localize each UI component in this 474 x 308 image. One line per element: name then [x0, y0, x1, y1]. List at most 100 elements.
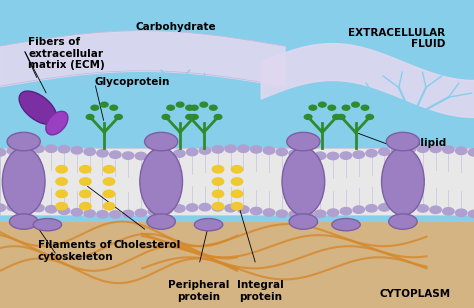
- Circle shape: [353, 151, 365, 158]
- Circle shape: [276, 210, 288, 217]
- Circle shape: [319, 102, 326, 107]
- Ellipse shape: [7, 132, 40, 151]
- Circle shape: [430, 206, 441, 213]
- Circle shape: [342, 105, 350, 110]
- Circle shape: [46, 205, 57, 213]
- Circle shape: [430, 145, 441, 152]
- Text: Fibers of
extracellular
matrix (ECM): Fibers of extracellular matrix (ECM): [28, 37, 105, 70]
- Circle shape: [214, 115, 222, 120]
- Ellipse shape: [147, 214, 175, 229]
- Circle shape: [392, 203, 403, 211]
- Circle shape: [103, 202, 115, 210]
- Circle shape: [302, 211, 313, 218]
- Circle shape: [162, 115, 170, 120]
- Circle shape: [199, 147, 210, 154]
- Ellipse shape: [194, 218, 223, 231]
- Polygon shape: [0, 148, 474, 215]
- Circle shape: [199, 203, 210, 211]
- Circle shape: [103, 178, 115, 185]
- Circle shape: [361, 105, 369, 110]
- Circle shape: [379, 148, 390, 156]
- Circle shape: [379, 204, 390, 211]
- Circle shape: [231, 178, 243, 185]
- Text: EXTRACELLULAR
FLUID: EXTRACELLULAR FLUID: [348, 28, 446, 49]
- Circle shape: [191, 105, 198, 110]
- Circle shape: [80, 190, 91, 197]
- Circle shape: [46, 145, 57, 152]
- Circle shape: [97, 211, 108, 218]
- Circle shape: [238, 145, 249, 152]
- Circle shape: [122, 210, 134, 218]
- Ellipse shape: [33, 218, 62, 231]
- Circle shape: [225, 205, 236, 212]
- Circle shape: [468, 210, 474, 218]
- Circle shape: [337, 115, 345, 120]
- Ellipse shape: [289, 214, 318, 229]
- Circle shape: [7, 147, 18, 155]
- Circle shape: [0, 204, 6, 211]
- Circle shape: [417, 145, 428, 152]
- Circle shape: [86, 115, 94, 120]
- Circle shape: [340, 152, 352, 159]
- Circle shape: [148, 208, 159, 215]
- Circle shape: [333, 115, 340, 120]
- Circle shape: [302, 151, 313, 159]
- Circle shape: [315, 152, 326, 160]
- Circle shape: [328, 152, 339, 160]
- Circle shape: [71, 209, 82, 216]
- Circle shape: [103, 190, 115, 197]
- Circle shape: [366, 150, 377, 157]
- Circle shape: [191, 115, 198, 120]
- Circle shape: [109, 211, 121, 218]
- Circle shape: [97, 150, 108, 157]
- Circle shape: [84, 210, 95, 217]
- Circle shape: [33, 204, 44, 212]
- Circle shape: [0, 149, 6, 156]
- Circle shape: [148, 152, 159, 160]
- Circle shape: [353, 206, 365, 213]
- Circle shape: [392, 147, 403, 154]
- Ellipse shape: [282, 148, 325, 215]
- Circle shape: [56, 190, 67, 197]
- Circle shape: [309, 105, 317, 110]
- Circle shape: [417, 205, 428, 212]
- Text: Peripheral
protein: Peripheral protein: [168, 280, 230, 302]
- Circle shape: [212, 202, 224, 210]
- Text: Glycolipid: Glycolipid: [389, 139, 447, 148]
- Circle shape: [110, 105, 118, 110]
- Circle shape: [352, 102, 359, 107]
- Ellipse shape: [2, 148, 45, 215]
- Circle shape: [186, 148, 198, 156]
- Circle shape: [443, 146, 454, 153]
- Circle shape: [186, 204, 198, 211]
- Polygon shape: [0, 221, 474, 308]
- Circle shape: [251, 146, 262, 153]
- Circle shape: [289, 211, 301, 218]
- Circle shape: [289, 150, 301, 157]
- Circle shape: [33, 145, 44, 152]
- Circle shape: [56, 202, 67, 210]
- Circle shape: [161, 151, 172, 159]
- Circle shape: [71, 147, 82, 154]
- Ellipse shape: [386, 132, 419, 151]
- Circle shape: [468, 149, 474, 156]
- Circle shape: [80, 166, 91, 173]
- Circle shape: [212, 178, 224, 185]
- Circle shape: [84, 148, 95, 156]
- Ellipse shape: [9, 214, 38, 229]
- Text: Carbohydrate: Carbohydrate: [135, 22, 216, 31]
- Circle shape: [366, 205, 377, 212]
- Circle shape: [212, 190, 224, 197]
- Text: Cholesterol: Cholesterol: [113, 240, 181, 250]
- Circle shape: [7, 204, 18, 211]
- Ellipse shape: [287, 132, 320, 151]
- Circle shape: [328, 209, 339, 216]
- Circle shape: [231, 166, 243, 173]
- Circle shape: [109, 151, 121, 158]
- Circle shape: [231, 202, 243, 210]
- Circle shape: [328, 105, 336, 110]
- Circle shape: [404, 145, 416, 153]
- Circle shape: [58, 145, 70, 153]
- Ellipse shape: [332, 218, 360, 231]
- Circle shape: [161, 206, 172, 214]
